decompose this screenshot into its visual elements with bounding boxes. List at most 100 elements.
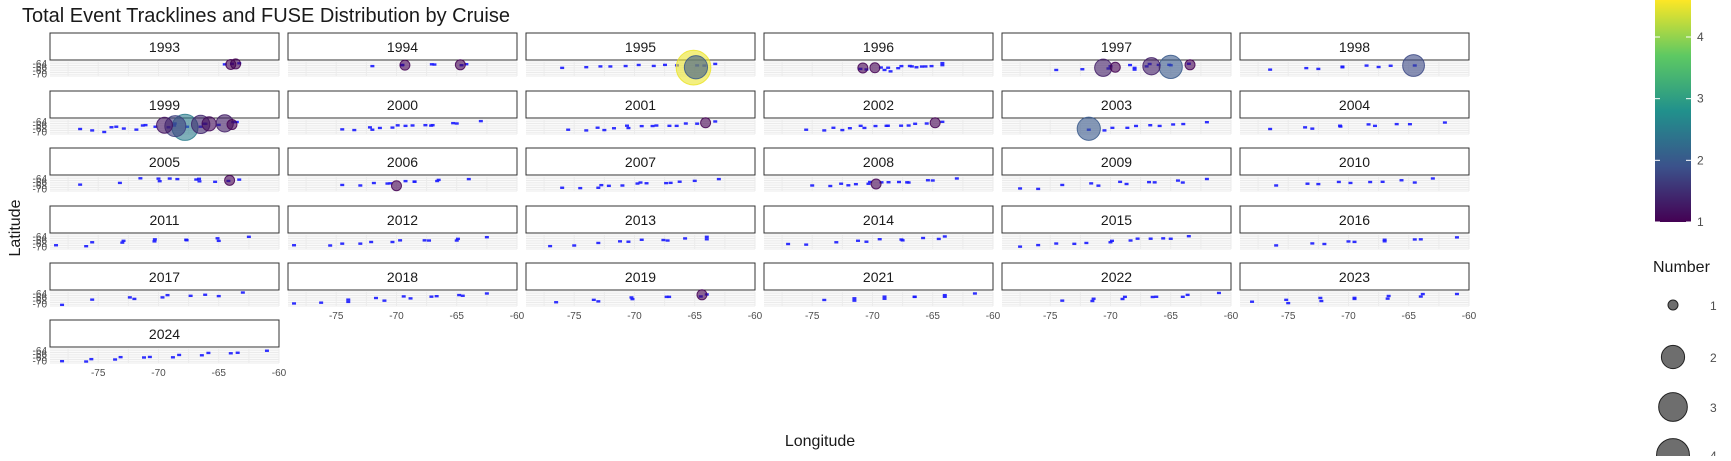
track-segment [117,181,122,185]
y-axis-label: Latitude [7,199,24,256]
track-segment [340,183,345,187]
colorbar-tick-label: 1 [1697,215,1704,229]
track-segment [584,129,589,132]
facet-strip [1239,205,1470,234]
track-segment [828,184,833,188]
track-segment [900,239,905,242]
track-segment [156,177,161,180]
track-segment [340,128,345,131]
facet-strip-label: 2009 [1101,154,1132,170]
fuse-point [201,116,217,132]
fuse-point [700,117,712,129]
facet-strip-label: 2014 [863,212,894,228]
track-segment [1430,177,1435,180]
track-segment [804,128,809,131]
x-tick-label: -70 [1103,311,1118,322]
track-segment [398,239,403,242]
track-segment [1181,122,1186,126]
track-segment [454,122,459,125]
track-segment [1420,292,1425,296]
track-segment [1376,65,1381,69]
y-tick-label: -68 [33,239,48,250]
track-segment [886,66,891,69]
track-segment [1338,125,1343,128]
x-tick-label: -75 [567,311,582,322]
track-segment [370,128,375,131]
track-segment [572,244,577,247]
facet-strip [763,90,994,119]
y-tick-label: -64 [33,174,48,185]
track-segment [213,180,218,184]
x-tick-label: -75 [91,368,106,379]
track-segment [1385,297,1390,300]
track-segment [879,181,884,184]
track-segment [328,244,333,247]
x-tick-label: -65 [212,368,227,379]
track-segment [1168,237,1173,240]
track-segment [390,240,395,244]
fuse-point [683,55,709,80]
facet-strip-label: 1995 [625,39,656,55]
track-segment [78,183,83,186]
facet-panel: 2019 -75 -70 -65 -60 [525,262,763,322]
track-segment [1185,293,1190,297]
fuse-point [1142,57,1161,76]
track-segment [909,65,914,68]
track-segment [78,127,83,131]
y-tick-label: -68 [33,353,48,364]
y-tick-label: -66 [33,177,48,188]
track-segment [596,186,601,189]
track-segment [1150,295,1155,299]
y-tick-label: -70 [33,356,48,367]
track-segment [1152,181,1157,184]
track-segment [663,63,668,67]
fuse-point [870,178,882,190]
facet-strip [49,205,280,234]
track-segment [912,295,917,299]
track-segment [1250,300,1255,303]
y-tick-label: -66 [33,62,48,73]
track-segment [1102,129,1107,132]
track-segment [102,130,107,134]
track-segment [899,124,904,127]
facet-panel: 1994 [287,32,518,77]
facet-strip-label: 1996 [863,39,894,55]
track-segment [1154,295,1159,298]
track-segment [121,127,126,130]
track-segment [403,124,408,128]
track-segment [228,352,233,355]
track-segment [352,128,357,132]
track-segment [165,293,170,297]
track-segment [923,65,928,68]
track-segment [60,359,65,363]
track-segment [1120,297,1125,301]
track-segment [560,186,565,189]
facet-strip-label: 2010 [1339,154,1370,170]
facet-panel: 2021 -75 -70 -65 -60 [763,262,1001,322]
track-segment [868,180,873,184]
track-segment [630,297,635,301]
track-segment [1368,180,1373,184]
track-segment [548,244,553,248]
track-segment [626,240,631,243]
track-segment [1108,241,1113,244]
track-segment [930,179,935,182]
colorbar [1655,0,1691,222]
track-segment [1399,179,1404,182]
track-segment [925,179,930,182]
track-segment [831,126,836,129]
size-legend-items: 1 2 3 4 [1656,299,1717,461]
track-segment [877,238,882,241]
track-segment [1018,187,1023,190]
track-segment [1388,64,1393,67]
track-segment [650,124,655,128]
y-tick-label: -66 [33,120,48,131]
track-segment [246,235,251,239]
track-segment [367,126,372,129]
track-segment [1372,124,1377,128]
facet-strip [1239,262,1470,291]
track-segment [942,293,947,297]
track-segment [1382,238,1387,241]
facet-strip [287,90,518,119]
track-segment [451,121,456,125]
